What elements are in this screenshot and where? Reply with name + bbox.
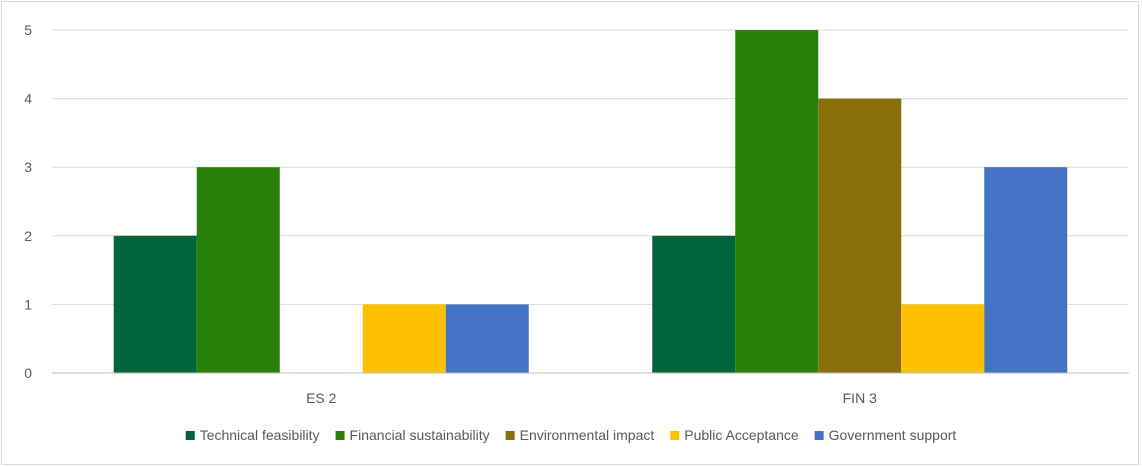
legend-label: Government support — [829, 427, 957, 443]
bar — [901, 304, 985, 373]
legend-item: Public Acceptance — [670, 427, 799, 443]
legend-item: Financial sustainability — [335, 427, 490, 443]
legend-swatch — [505, 431, 515, 440]
legend-item: Environmental impact — [505, 427, 655, 443]
y-tick-label: 4 — [24, 91, 32, 107]
y-tick-label: 5 — [24, 22, 32, 38]
bar — [735, 30, 819, 373]
y-axis-tick-labels: 0 1 2 3 4 5 — [24, 22, 32, 381]
legend-swatch — [670, 431, 680, 440]
x-tick-label: FIN 3 — [843, 390, 877, 406]
bar — [445, 304, 529, 373]
bar — [196, 167, 280, 373]
legend: Technical feasibility Financial sustainab… — [185, 427, 957, 443]
legend-label: Public Acceptance — [684, 427, 799, 443]
legend-item: Government support — [814, 427, 957, 443]
y-tick-label: 0 — [24, 365, 32, 381]
bar — [818, 98, 902, 373]
bar — [362, 304, 446, 373]
legend-label: Financial sustainability — [350, 427, 490, 443]
bar — [984, 167, 1068, 373]
legend-label: Technical feasibility — [200, 427, 320, 443]
legend-label: Environmental impact — [520, 427, 655, 443]
y-tick-label: 2 — [24, 228, 32, 244]
bar — [652, 235, 736, 373]
legend-swatch — [335, 431, 345, 440]
y-tick-label: 1 — [24, 296, 32, 312]
bars — [113, 30, 1068, 373]
legend-swatch — [814, 431, 824, 440]
x-axis-tick-labels: ES 2 FIN 3 — [306, 390, 877, 406]
y-tick-label: 3 — [24, 159, 32, 175]
legend-swatch — [185, 431, 195, 440]
legend-item: Technical feasibility — [185, 427, 320, 443]
x-tick-label: ES 2 — [306, 390, 337, 406]
bar — [113, 235, 197, 373]
